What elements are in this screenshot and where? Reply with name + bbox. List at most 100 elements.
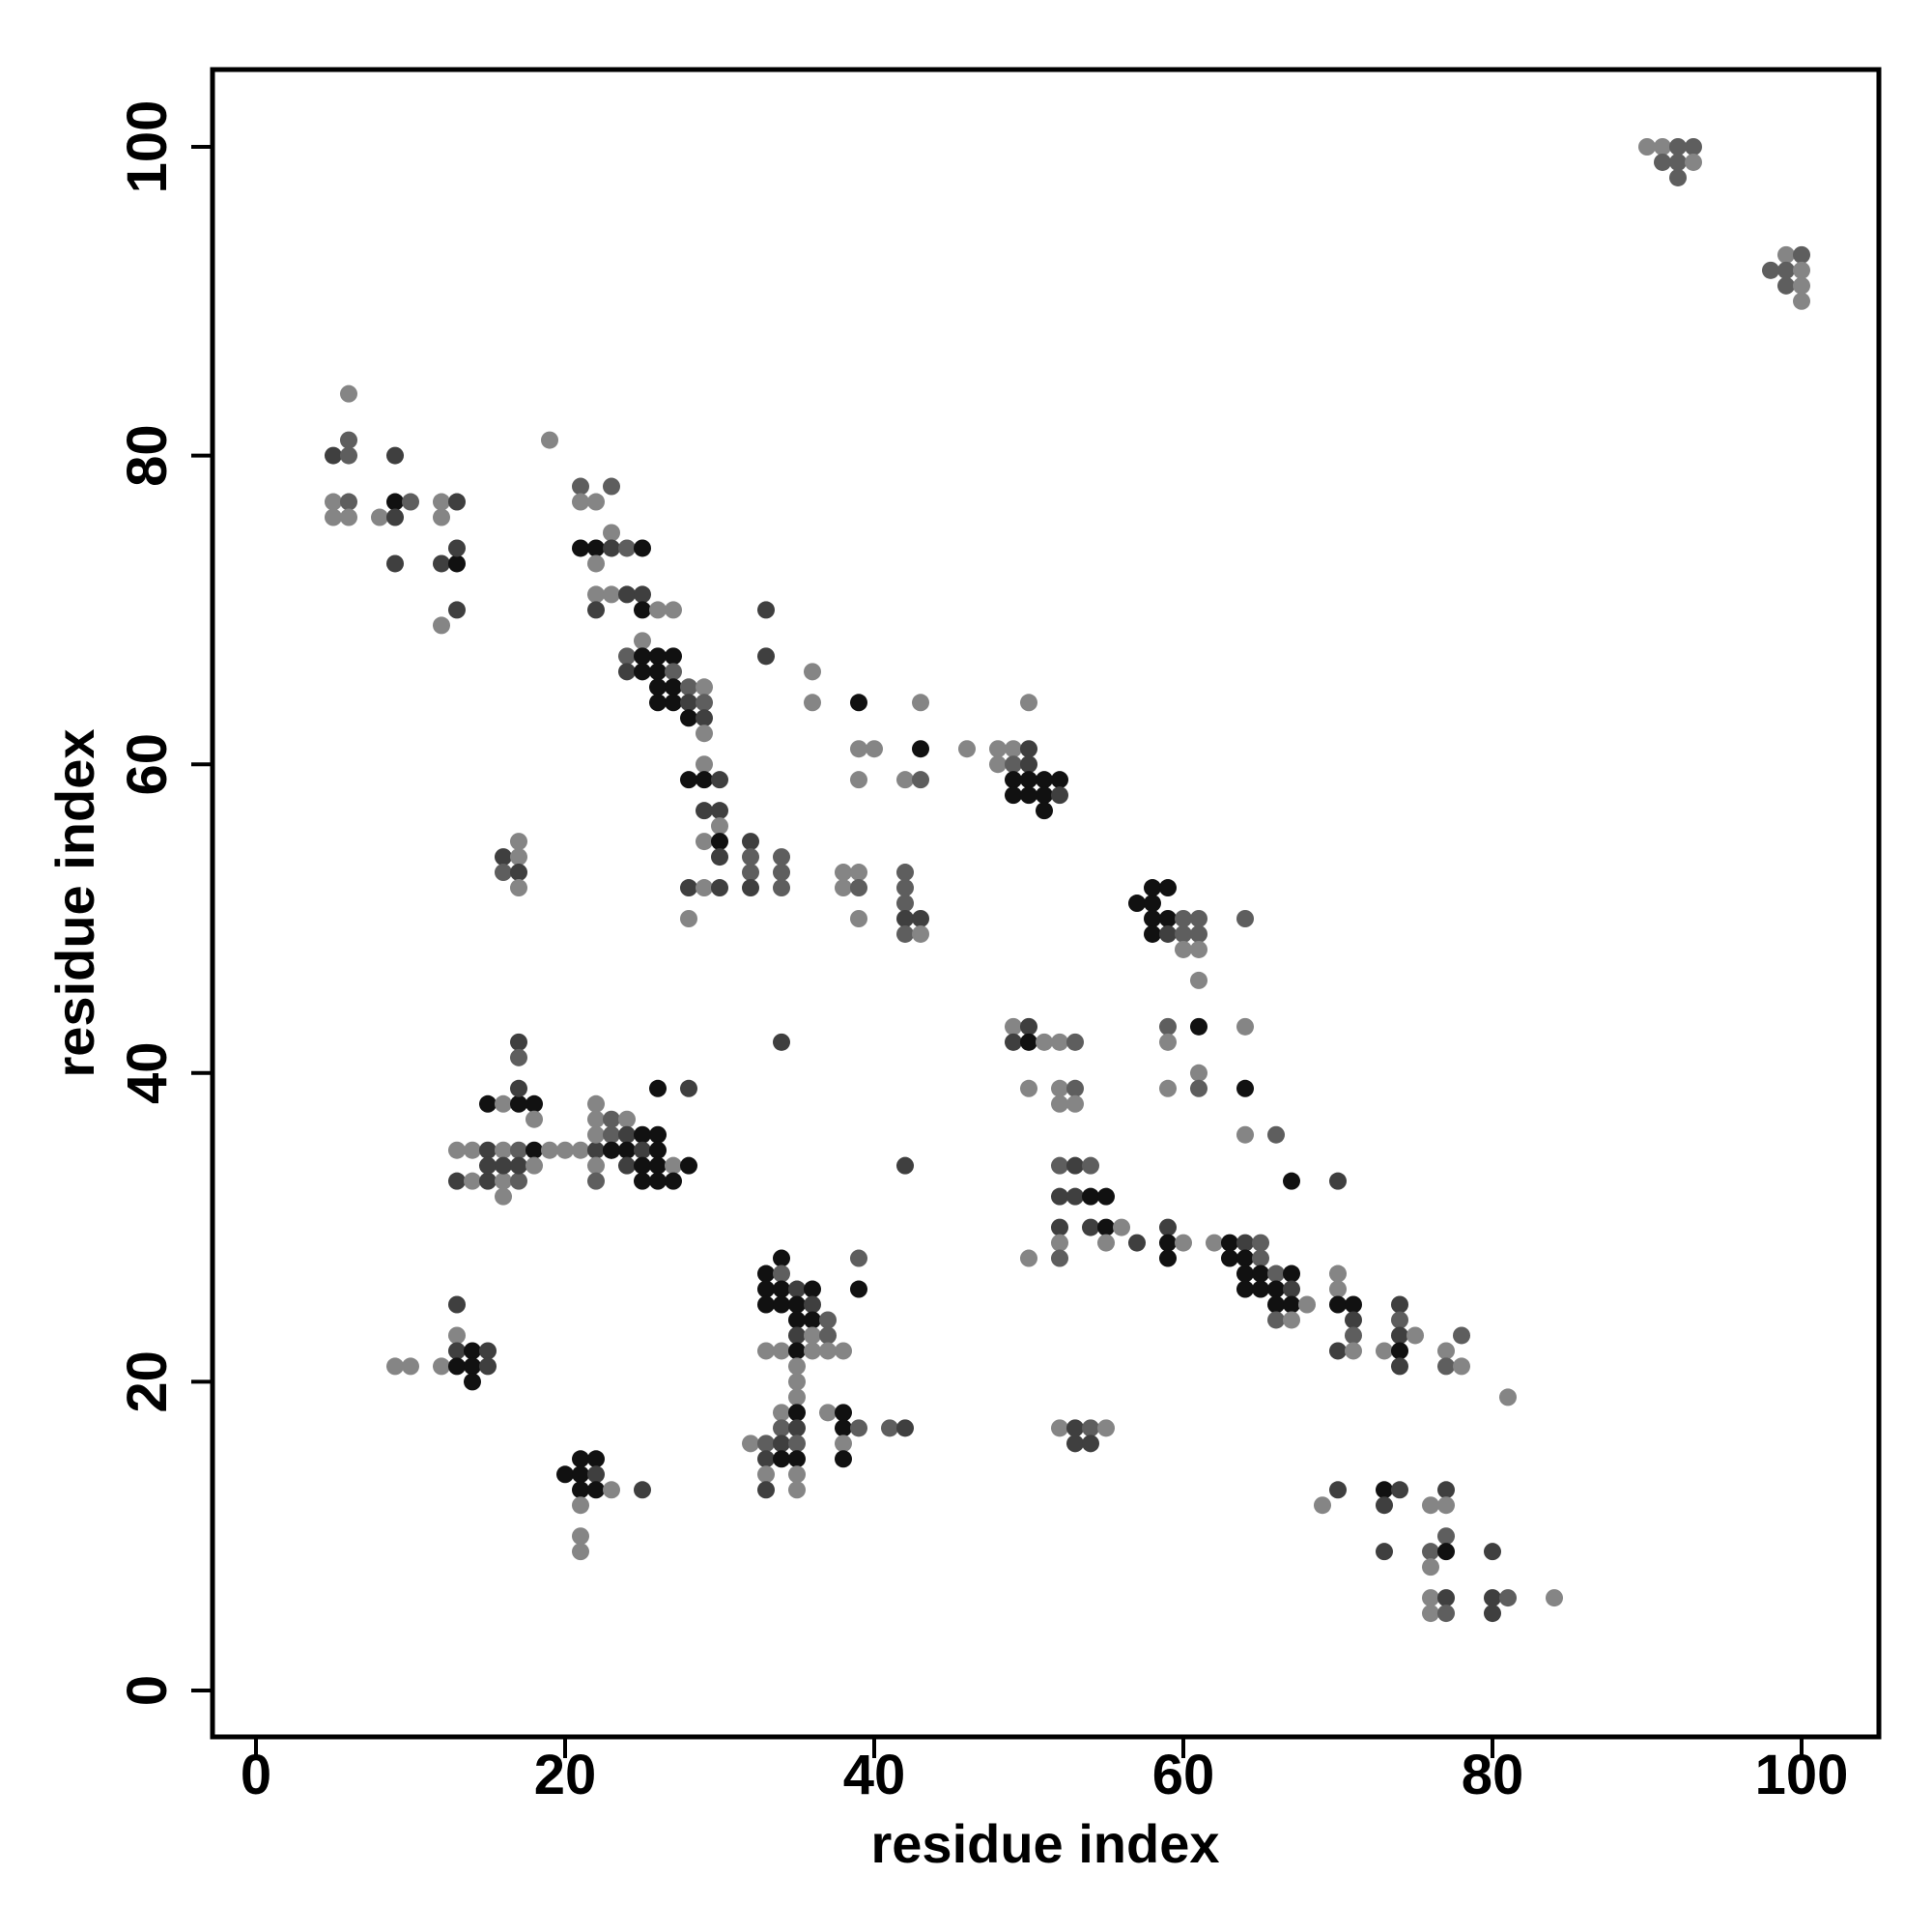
y-tick-label: 80: [116, 424, 179, 487]
contact-point: [618, 1125, 636, 1144]
contact-point: [1422, 1496, 1439, 1515]
contact-point: [649, 663, 667, 681]
contact-point: [340, 384, 357, 403]
contact-point: [603, 477, 620, 496]
contact-point: [386, 446, 404, 465]
contact-point: [696, 755, 713, 774]
contact-point: [1793, 261, 1810, 279]
contact-point: [835, 1450, 852, 1468]
contact-point: [340, 493, 357, 511]
contact-point: [989, 740, 1007, 758]
contact-point: [386, 508, 404, 526]
contact-point: [603, 1481, 620, 1499]
contact-point: [587, 1450, 605, 1468]
contact-point: [448, 1357, 466, 1376]
contact-point: [587, 601, 605, 619]
contact-point: [1097, 1218, 1115, 1236]
contact-point: [572, 539, 589, 557]
contact-point: [479, 1172, 497, 1190]
contact-point: [804, 1311, 821, 1329]
x-axis: 0 20 40 60 80 100: [241, 1737, 1848, 1806]
contact-point: [649, 1172, 667, 1190]
contact-point: [665, 678, 682, 696]
contact-point: [773, 1264, 790, 1283]
contact-point: [788, 1357, 806, 1376]
contact-point: [958, 740, 976, 758]
contact-point: [556, 1141, 574, 1159]
contact-point: [386, 1357, 404, 1376]
contact-point: [649, 694, 667, 712]
contact-point: [804, 694, 821, 712]
contact-point: [1051, 771, 1068, 789]
contact-point: [510, 1048, 527, 1066]
contact-point: [1020, 1079, 1037, 1097]
contact-point: [866, 740, 883, 758]
contact-point: [587, 554, 605, 573]
contact-point: [1051, 1156, 1068, 1175]
contact-point: [788, 1435, 806, 1453]
contact-point: [587, 1465, 605, 1484]
contact-point: [340, 508, 357, 526]
contact-point: [680, 694, 697, 712]
contact-point: [402, 1357, 419, 1376]
contact-point: [835, 864, 852, 882]
contact-point: [1437, 1342, 1455, 1360]
contact-point: [696, 802, 713, 820]
contact-point: [495, 1141, 512, 1159]
contact-point: [850, 879, 867, 897]
contact-point: [1066, 1435, 1084, 1453]
contact-point: [788, 1373, 806, 1391]
contact-point: [495, 1156, 512, 1175]
contact-point: [587, 1172, 605, 1190]
contact-point: [479, 1357, 497, 1376]
contact-point: [572, 493, 589, 511]
contact-point: [1484, 1589, 1501, 1607]
contact-point: [572, 1450, 589, 1468]
contact-point: [634, 585, 651, 604]
contact-point: [850, 864, 867, 882]
contact-point: [587, 1125, 605, 1144]
contact-point: [1051, 1033, 1068, 1051]
contact-point: [1252, 1234, 1269, 1252]
contact-point: [448, 1141, 466, 1159]
contact-point: [1082, 1419, 1099, 1437]
contact-point: [711, 848, 728, 867]
contact-point: [850, 1249, 867, 1267]
contact-point: [1159, 1234, 1177, 1252]
y-tick-label: 20: [116, 1350, 179, 1413]
contact-point: [634, 663, 651, 681]
contact-point: [1236, 1079, 1254, 1097]
contact-point: [1159, 1249, 1177, 1267]
contact-point: [1376, 1481, 1393, 1499]
contact-point: [572, 1527, 589, 1546]
contact-point: [1267, 1125, 1285, 1144]
contact-point: [912, 740, 929, 758]
contact-point: [510, 864, 527, 882]
contact-point: [433, 554, 450, 573]
contact-point: [1422, 1589, 1439, 1607]
contact-point: [1437, 1527, 1455, 1546]
contact-point: [665, 647, 682, 666]
contact-point: [665, 1172, 682, 1190]
contact-point: [896, 910, 914, 927]
contact-point: [1793, 292, 1810, 310]
contact-point: [1499, 1589, 1517, 1607]
contact-point: [1051, 1187, 1068, 1206]
contact-point: [1391, 1326, 1408, 1345]
contact-point: [1144, 895, 1161, 913]
contact-point: [850, 771, 867, 789]
contact-point: [1005, 786, 1022, 805]
contact-point: [1437, 1543, 1455, 1561]
contact-point: [804, 1295, 821, 1314]
contact-point: [1638, 138, 1656, 156]
x-tick-label: 20: [534, 1744, 597, 1806]
contact-point: [1236, 1249, 1254, 1267]
contact-point: [634, 601, 651, 619]
contact-point: [1422, 1543, 1439, 1561]
contact-point: [1236, 1125, 1254, 1144]
contact-point: [912, 910, 929, 927]
contact-point: [757, 1280, 775, 1298]
contact-point: [881, 1419, 898, 1437]
contact-point: [1267, 1280, 1285, 1298]
contact-point: [386, 493, 404, 511]
